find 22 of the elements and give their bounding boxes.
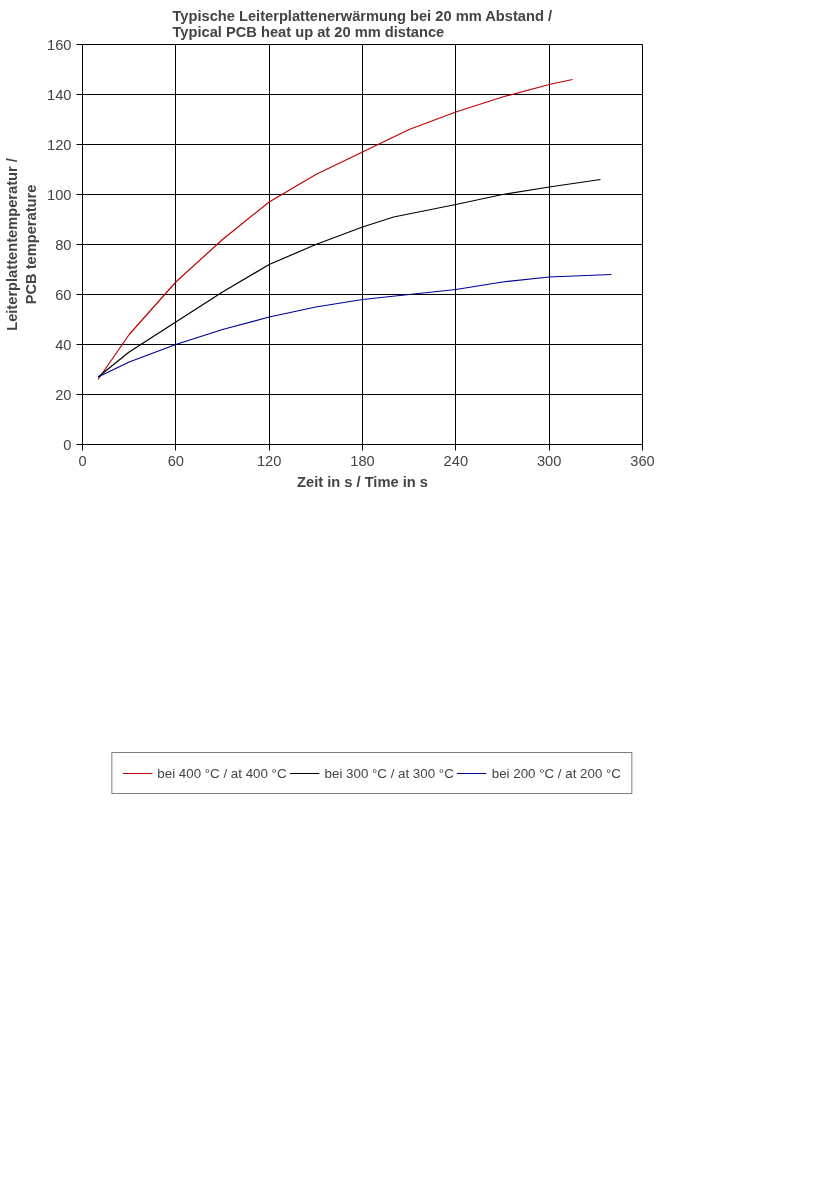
x-tick-label: 240 bbox=[443, 452, 469, 469]
y-tick-label: 80 bbox=[55, 236, 72, 253]
y-axis-title: Leiterplattentemperatur / PCB temperature bbox=[3, 158, 40, 331]
x-tick-label: 180 bbox=[350, 452, 375, 469]
x-tick-label: 360 bbox=[630, 452, 655, 469]
y-tick-label: 100 bbox=[47, 186, 72, 203]
y-tick-label: 0 bbox=[63, 436, 72, 453]
y-tick-label: 60 bbox=[55, 286, 72, 303]
x-tick-label: 300 bbox=[536, 452, 562, 469]
legend-label: bei 200 °C / at 200 °C bbox=[491, 765, 621, 781]
x-tick-label: 120 bbox=[256, 452, 282, 469]
x-tick-label: 0 bbox=[78, 452, 87, 469]
chart-title: Typische Leiterplattenerwärmung bei 20 mm Abstand / Typical PCB heat up at 20 mm distance bbox=[172, 7, 552, 40]
x-tick-label: 60 bbox=[167, 452, 184, 469]
y-tick-label: 120 bbox=[47, 136, 72, 153]
y-tick-label: 160 bbox=[47, 36, 72, 53]
legend-label: bei 300 °C / at 300 °C bbox=[324, 765, 454, 781]
x-axis-title: Zeit in s / Time in s bbox=[297, 473, 428, 490]
legend-label: bei 400 °C / at 400 °C bbox=[157, 765, 287, 781]
y-tick-label: 20 bbox=[55, 386, 72, 403]
y-tick-label: 140 bbox=[47, 86, 72, 103]
y-tick-label: 40 bbox=[55, 336, 72, 353]
